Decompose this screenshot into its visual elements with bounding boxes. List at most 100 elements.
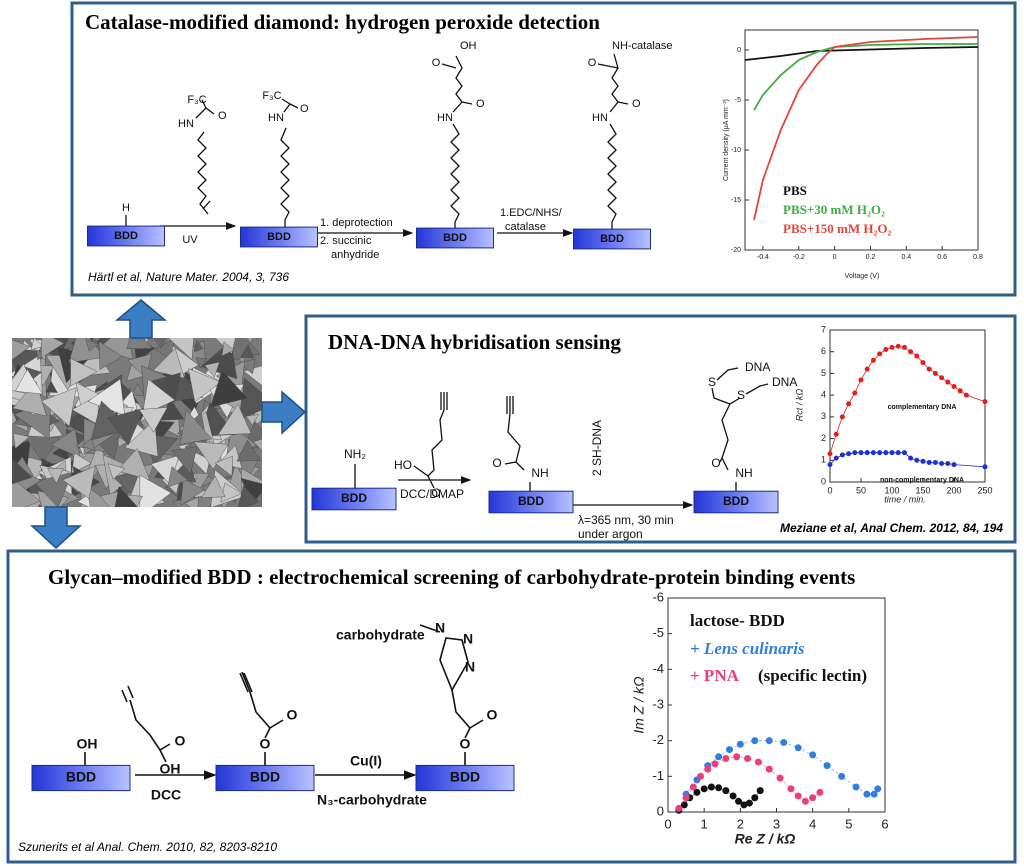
annotation: non-complementary DNA [880, 477, 964, 484]
legend-entry: + Lens culinaris [690, 639, 805, 658]
crystal [77, 494, 91, 507]
data-point [682, 794, 690, 802]
x-tick-label: 2 [737, 816, 744, 831]
data-point [852, 390, 858, 396]
legend-entry: PBS [783, 183, 807, 198]
bdd-substrate [488, 490, 574, 514]
crystal [107, 463, 126, 480]
block-arrow [261, 390, 307, 435]
x-tick-label: 3 [773, 816, 780, 831]
data-point [908, 349, 914, 355]
scheme-label: BDD [66, 769, 96, 785]
data-point [707, 783, 715, 791]
y-tick-label: 0 [737, 47, 741, 54]
data-point [833, 455, 839, 461]
data-point [765, 737, 773, 745]
y-axis-label: Im Z / kΩ [631, 676, 647, 734]
crystal [70, 358, 98, 387]
scheme-label: O [300, 103, 309, 115]
data-point [794, 744, 802, 752]
data-point [957, 388, 963, 394]
y-tick-label: 4 [821, 390, 826, 400]
bdd-substrate [311, 487, 397, 511]
y-tick-label: 7 [821, 324, 826, 334]
y-tick-label: 0 [657, 803, 664, 818]
crystal [15, 369, 44, 395]
scheme-label: N₃-carbohydrate [317, 792, 427, 808]
scheme-label: anhydride [331, 249, 379, 261]
data-point [889, 344, 895, 350]
scheme-label: BDD [250, 769, 280, 785]
scheme-label: Cu(I) [350, 753, 382, 769]
bdd-substrate [573, 228, 651, 250]
scheme-label: HO [394, 458, 412, 472]
crystal [12, 339, 31, 361]
bdd-substrate [87, 225, 165, 247]
y-tick-label: -2 [652, 732, 664, 747]
x-axis-label: time / min. [884, 494, 926, 504]
crystal [153, 338, 166, 349]
data-point [932, 459, 938, 465]
x-tick-label: 0.2 [866, 254, 876, 261]
bdd-substrate [415, 764, 515, 792]
data-point [725, 746, 733, 754]
crystal [168, 338, 194, 360]
x-axis-label: Re Z / kΩ [735, 831, 796, 847]
crystal [12, 458, 33, 485]
scheme-label: DCC [151, 787, 181, 803]
crystal [184, 496, 199, 507]
y-tick-label: 0 [821, 476, 826, 486]
data-point [846, 401, 852, 407]
data-point [700, 785, 708, 793]
scheme-label: BDD [267, 231, 291, 243]
y-tick-label: -6 [652, 589, 664, 604]
data-point [751, 737, 759, 745]
scheme-label: F₃C [187, 94, 206, 106]
scheme-label: BDD [114, 230, 138, 242]
scheme-label: 1. deprotection [320, 217, 393, 229]
data-point [776, 774, 784, 782]
y-tick-label: 6 [821, 346, 826, 356]
data-point [711, 760, 719, 768]
data-point [874, 785, 882, 793]
scheme-label: BDD [341, 491, 367, 505]
data-point [895, 343, 901, 349]
scheme-label: DNA [772, 375, 797, 389]
bdd-substrate [416, 227, 494, 249]
scheme-label: BDD [518, 494, 544, 508]
series-line [753, 36, 979, 221]
scheme-label: carbohydrate [336, 627, 425, 643]
crystal [45, 380, 58, 393]
scheme-label: BDD [450, 769, 480, 785]
x-tick-label: 50 [856, 485, 866, 495]
crystal [116, 448, 151, 481]
x-tick-label: 100 [884, 485, 899, 495]
scheme-label: O [431, 486, 440, 500]
crystal [193, 340, 204, 353]
data-point [780, 738, 788, 746]
bdd-substrate [215, 764, 315, 792]
scheme-label: O [487, 707, 498, 723]
citation: Härtl et al, Nature Mater. 2004, 3, 736 [88, 270, 289, 284]
scheme-label: DCC/DMAP [400, 487, 464, 501]
data-point [920, 360, 926, 366]
scheme-label: O [260, 736, 271, 752]
panel-frame [304, 314, 1017, 544]
data-point [895, 450, 901, 456]
scheme-label: O [432, 57, 441, 69]
crystal [126, 338, 153, 350]
x-tick-label: -0.4 [757, 254, 769, 261]
structure-bonds [84, 624, 484, 780]
data-point [816, 788, 824, 796]
scheme-label: HN [437, 112, 453, 124]
data-point [697, 772, 705, 780]
data-point [827, 462, 833, 468]
data-point [704, 765, 712, 773]
y-axis-label: Current density (μA mm⁻²) [723, 99, 730, 181]
scheme-label: OH [460, 40, 477, 52]
data-point [914, 457, 920, 463]
scheme-label: NH [735, 466, 752, 480]
crystal [179, 409, 213, 445]
crystal [107, 408, 145, 446]
